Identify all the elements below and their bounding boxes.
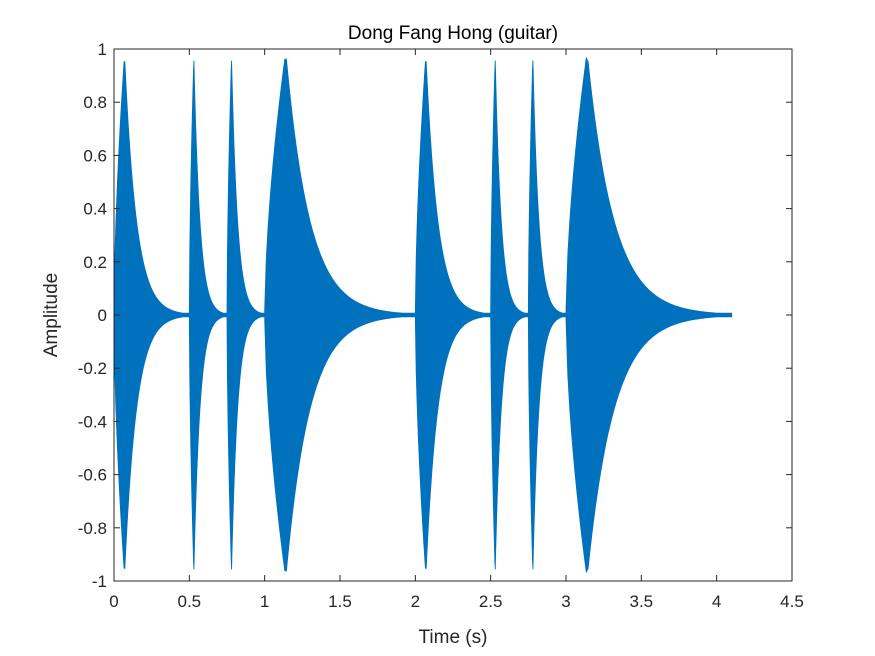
chart-title: Dong Fang Hong (guitar) [348,23,558,44]
y-tick-label: -0.4 [78,412,107,431]
x-axis-label: Time (s) [419,627,488,648]
x-tick-label: 2 [411,592,420,611]
x-tick-label: 3 [561,592,570,611]
x-tick-label: 3.5 [630,592,654,611]
y-tick-label: 0.2 [83,253,107,272]
y-tick-label: 0.8 [83,93,107,112]
y-tick-label: -0.6 [78,466,107,485]
x-axis-ticks: 0 0.5 1 1.5 2 2.5 3 3.5 4 4.5 [109,49,804,611]
waveform-layer [113,56,733,574]
y-axis-label: Amplitude [41,273,62,358]
y-tick-label: 0.6 [83,146,107,165]
note-envelope-8 [565,56,733,574]
y-tick-label: 1 [98,40,107,59]
x-tick-label: 4 [712,592,721,611]
x-tick-label: 0.5 [178,592,202,611]
y-tick-label: -0.2 [78,359,107,378]
x-tick-label: 4.5 [780,592,804,611]
y-tick-label: 0.4 [83,200,107,219]
y-tick-label: -1 [92,572,107,591]
x-tick-label: 1 [260,592,269,611]
x-tick-label: 1.5 [328,592,352,611]
y-tick-label: -0.8 [78,519,107,538]
y-tick-label: 0 [98,306,107,325]
y-axis-ticks: -1 -0.8 -0.6 -0.4 -0.2 0 0.2 0.4 0.6 0.8 1 [78,40,792,591]
x-tick-label: 0 [109,592,118,611]
x-tick-label: 2.5 [479,592,503,611]
